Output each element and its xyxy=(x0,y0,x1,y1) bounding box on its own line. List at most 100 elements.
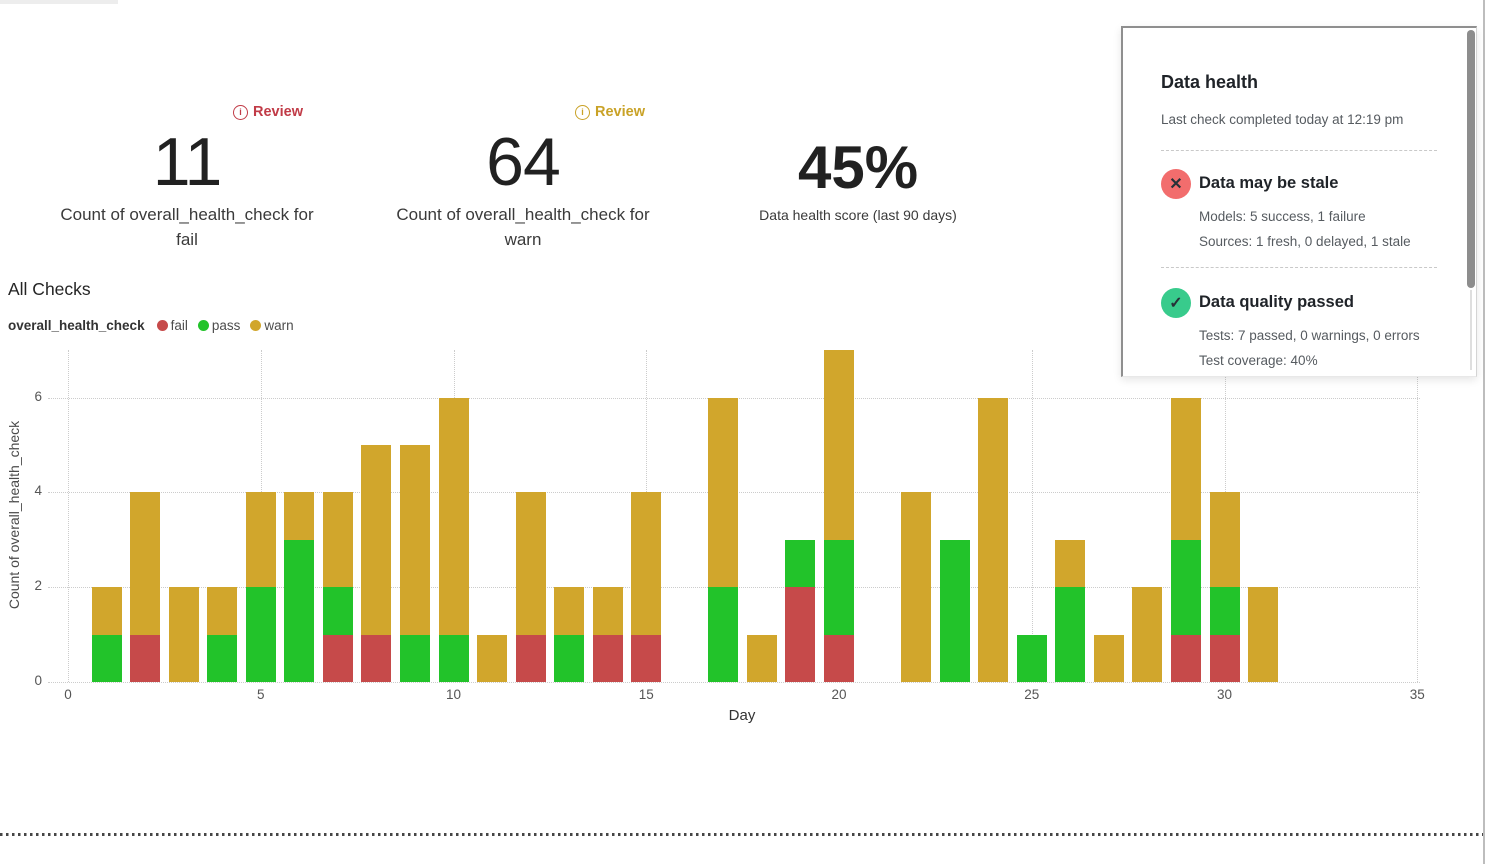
chart-legend: overall_health_check fail pass warn xyxy=(8,316,294,334)
x-tick-label: 30 xyxy=(1216,687,1233,702)
coverage-status-line: Test coverage: 40% xyxy=(1199,353,1318,368)
y-tick-label: 4 xyxy=(34,483,42,499)
bar-segment-warn[interactable] xyxy=(1170,397,1201,540)
bar-segment-pass[interactable] xyxy=(554,634,585,682)
bar-segment-warn[interactable] xyxy=(1132,587,1163,682)
y-gridline xyxy=(48,682,1420,683)
bar-segment-pass[interactable] xyxy=(207,634,238,682)
x-gridline xyxy=(68,350,69,682)
x-gridline xyxy=(1031,350,1033,682)
bar-segment-pass[interactable] xyxy=(1209,587,1240,635)
bar-segment-fail[interactable] xyxy=(785,587,816,682)
bar-segment-warn[interactable] xyxy=(978,397,1009,682)
bar-segment-warn[interactable] xyxy=(1209,492,1240,588)
x-tick-label: 25 xyxy=(1024,687,1040,702)
bar-segment-warn[interactable] xyxy=(515,492,546,635)
bar-segment-warn[interactable] xyxy=(477,634,508,682)
bar-segment-fail[interactable] xyxy=(130,634,161,682)
legend-item-fail[interactable]: fail xyxy=(156,318,188,333)
x-tick-label: 35 xyxy=(1409,687,1425,702)
bar-segment-fail[interactable] xyxy=(1209,634,1240,682)
sources-status-line: Sources: 1 fresh, 0 delayed, 1 stale xyxy=(1199,234,1411,249)
x-tick-label: 0 xyxy=(64,687,72,702)
bar-segment-fail[interactable] xyxy=(322,634,353,682)
x-tick-label: 10 xyxy=(445,687,462,702)
bar-segment-warn[interactable] xyxy=(130,492,161,635)
check-circle-icon: ✓ xyxy=(1161,288,1191,318)
window-right-border xyxy=(1483,0,1485,864)
x-tick-label: 20 xyxy=(831,687,847,702)
health-score-label: Data health score (last 90 days) xyxy=(759,207,957,223)
bar-segment-pass[interactable] xyxy=(91,634,122,682)
quality-section: ✓ xyxy=(1161,288,1191,318)
bar-segment-pass[interactable] xyxy=(1170,539,1201,635)
top-edge-strip xyxy=(0,0,118,4)
bar-segment-warn[interactable] xyxy=(592,587,623,635)
bar-segment-warn[interactable] xyxy=(1248,587,1279,682)
chart-title: All Checks xyxy=(8,279,91,299)
bar-segment-pass[interactable] xyxy=(939,539,970,682)
bar-segment-warn[interactable] xyxy=(284,492,315,540)
legend-item-warn[interactable]: warn xyxy=(250,317,294,333)
bar-segment-warn[interactable] xyxy=(1055,539,1086,588)
bar-segment-fail[interactable] xyxy=(515,634,546,682)
bar-segment-warn[interactable] xyxy=(322,492,353,588)
bar-segment-pass[interactable] xyxy=(399,634,430,682)
bar-segment-fail[interactable] xyxy=(361,634,392,682)
bar-segment-warn[interactable] xyxy=(399,445,430,635)
stale-section: ✕ xyxy=(1161,169,1191,199)
x-tick-label: 5 xyxy=(256,687,265,702)
bar-segment-warn[interactable] xyxy=(631,492,662,635)
quality-section-title: Data quality passed xyxy=(1199,293,1354,311)
review-label: Review xyxy=(595,104,645,120)
bar-segment-pass[interactable] xyxy=(1055,587,1086,682)
review-flag-warn[interactable]: i Review xyxy=(545,102,675,122)
bar-segment-warn[interactable] xyxy=(708,397,739,588)
bar-segment-fail[interactable] xyxy=(592,634,623,682)
bar-segment-fail[interactable] xyxy=(824,634,854,682)
bar-segment-warn[interactable] xyxy=(746,634,777,682)
warn-count-value: 64 xyxy=(486,124,561,200)
bar-segment-pass[interactable] xyxy=(245,587,276,682)
bar-segment-warn[interactable] xyxy=(1093,634,1124,682)
bar-segment-warn[interactable] xyxy=(91,587,122,635)
legend-dot-pass xyxy=(197,319,209,331)
bar-segment-warn[interactable] xyxy=(438,397,469,635)
legend-label: pass xyxy=(211,317,241,333)
y-tick-label: 2 xyxy=(34,578,42,594)
bar-segment-warn[interactable] xyxy=(361,445,392,635)
bottom-dotted-divider xyxy=(0,833,1484,836)
health-score-value: 45% xyxy=(797,134,919,201)
bar-segment-warn[interactable] xyxy=(168,587,199,682)
tests-status-line: Tests: 7 passed, 0 warnings, 0 errors xyxy=(1199,328,1420,343)
bar-segment-pass[interactable] xyxy=(785,539,816,588)
bar-segment-pass[interactable] xyxy=(438,634,469,682)
legend-item-pass[interactable]: pass xyxy=(197,317,241,333)
bar-segment-fail[interactable] xyxy=(1170,634,1201,682)
bar-segment-pass[interactable] xyxy=(1016,634,1047,682)
bar-segment-warn[interactable] xyxy=(554,587,585,635)
x-axis-title: Day xyxy=(728,707,756,724)
review-label: Review xyxy=(253,104,303,120)
bar-segment-warn[interactable] xyxy=(207,587,238,635)
legend-series-name: overall_health_check xyxy=(8,317,145,333)
bar-segment-warn[interactable] xyxy=(824,350,854,540)
bar-segment-pass[interactable] xyxy=(284,539,315,682)
bar-segment-pass[interactable] xyxy=(824,539,854,635)
x-circle-icon: ✕ xyxy=(1161,169,1191,199)
panel-scrollbar-thumb[interactable] xyxy=(1467,30,1475,288)
divider xyxy=(1161,267,1437,268)
info-icon: i xyxy=(233,104,248,120)
review-flag-fail[interactable]: i Review xyxy=(203,102,333,122)
x-gridline xyxy=(1417,350,1419,682)
bar-segment-fail[interactable] xyxy=(631,634,662,682)
bar-segment-warn[interactable] xyxy=(901,492,932,682)
bar-segment-pass[interactable] xyxy=(322,587,353,635)
bar-segment-warn[interactable] xyxy=(245,492,276,588)
last-check-status: Last check completed today at 12:19 pm xyxy=(1161,112,1404,127)
y-tick-label: 0 xyxy=(34,673,42,688)
warn-count-label: Count of overall_health_check for warn xyxy=(396,205,650,249)
legend-label: warn xyxy=(264,317,294,333)
bar-segment-pass[interactable] xyxy=(708,587,739,682)
legend-dot-fail xyxy=(156,319,168,331)
